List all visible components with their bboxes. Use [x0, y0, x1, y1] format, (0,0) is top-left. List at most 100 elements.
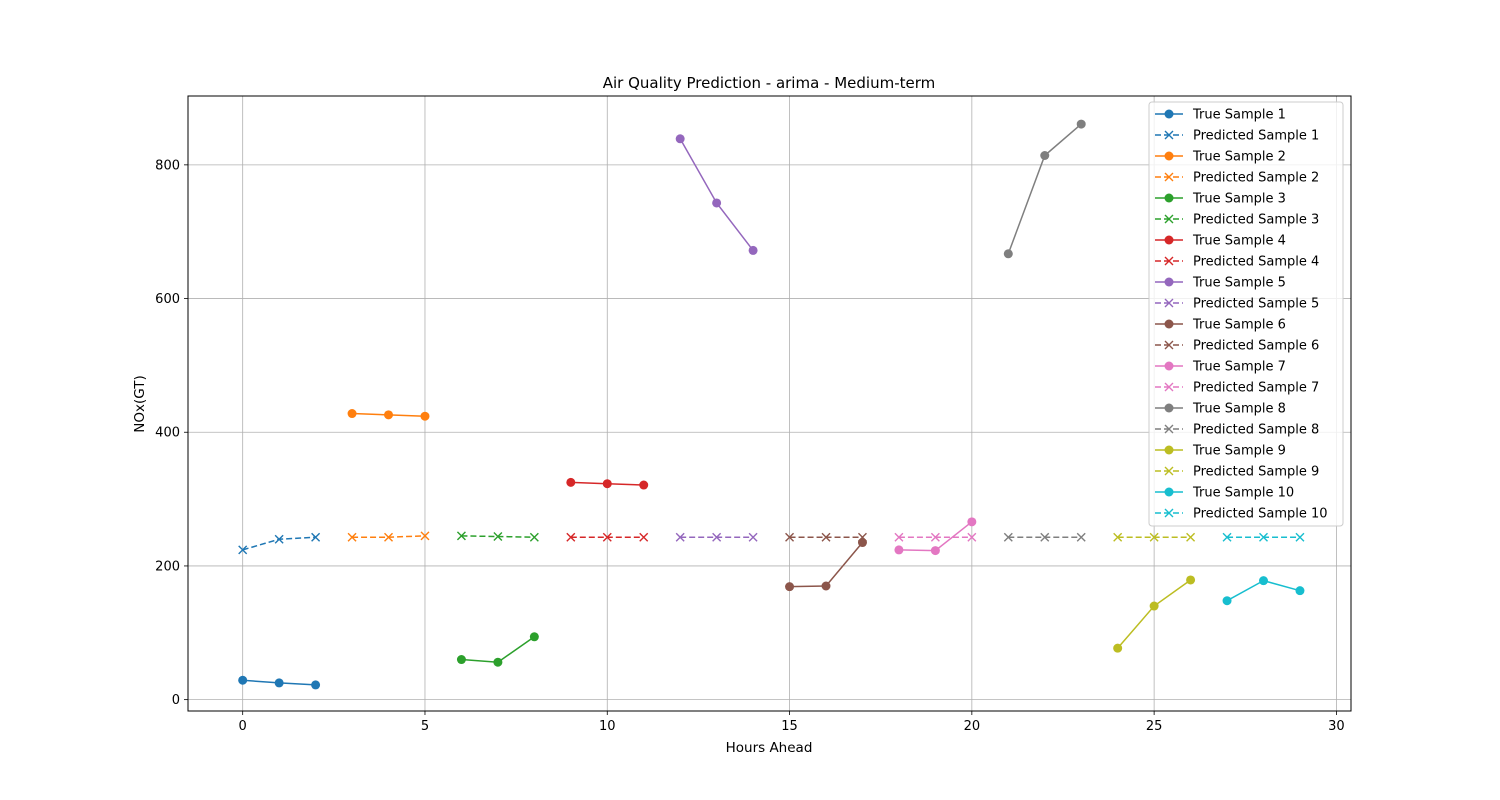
x-marker	[1222, 532, 1232, 542]
legend-marker	[1164, 508, 1174, 518]
legend-item: True Sample 7	[1155, 360, 1286, 375]
legend-item: Predicted Sample 3	[1155, 213, 1319, 228]
legend-item: Predicted Sample 6	[1155, 339, 1319, 354]
legend-marker	[1164, 235, 1174, 245]
x-tick-label: 20	[964, 719, 981, 734]
legend-label: Predicted Sample 2	[1193, 171, 1319, 186]
legend-marker	[1164, 109, 1174, 119]
series-layer	[238, 119, 1305, 690]
series-true-sample-7	[894, 517, 977, 556]
legend-label: Predicted Sample 7	[1193, 381, 1319, 396]
series-true-sample-8	[1003, 119, 1086, 259]
x-marker	[1186, 532, 1196, 542]
series-predicted-sample-7	[894, 532, 977, 542]
legend-item: True Sample 2	[1155, 150, 1286, 165]
x-marker	[1076, 532, 1086, 542]
x-marker	[311, 532, 321, 542]
y-tick-label: 400	[155, 426, 180, 441]
circle-marker	[238, 675, 248, 685]
x-marker	[1295, 532, 1305, 542]
legend-marker	[1164, 172, 1174, 182]
x-marker	[712, 532, 722, 542]
circle-marker	[675, 134, 685, 144]
legend-item: Predicted Sample 5	[1155, 297, 1319, 312]
circle-marker	[347, 409, 357, 419]
circle-marker	[1003, 249, 1013, 259]
x-marker	[602, 532, 612, 542]
y-tick-label: 200	[155, 559, 180, 574]
plot-frame	[187, 95, 1352, 712]
x-marker	[1003, 532, 1013, 542]
x-marker	[566, 532, 576, 542]
x-tick-label: 15	[781, 719, 798, 734]
legend-label: Predicted Sample 6	[1193, 339, 1319, 354]
legend-label: True Sample 5	[1192, 276, 1286, 291]
legend-label: True Sample 10	[1192, 486, 1294, 501]
legend-label: True Sample 9	[1192, 444, 1286, 459]
x-tick-label: 10	[599, 719, 616, 734]
series-predicted-sample-6	[785, 532, 867, 542]
legend-item: True Sample 9	[1155, 444, 1286, 459]
legend-item: Predicted Sample 2	[1155, 171, 1319, 186]
legend-marker	[1164, 445, 1174, 455]
x-axis-label: Hours Ahead	[726, 740, 813, 756]
legend-item: True Sample 6	[1155, 318, 1286, 333]
series-predicted-sample-5	[675, 532, 758, 542]
legend-item: True Sample 8	[1155, 402, 1286, 417]
x-marker	[748, 532, 758, 542]
legend-item: True Sample 5	[1155, 276, 1286, 291]
series-true-sample-1	[238, 675, 321, 690]
legend-marker	[1164, 466, 1174, 476]
circle-marker	[420, 411, 430, 421]
legend-item: Predicted Sample 4	[1155, 255, 1319, 270]
series-predicted-sample-2	[347, 531, 430, 542]
legend-frame	[1148, 101, 1344, 527]
series-predicted-sample-3	[456, 531, 539, 542]
circle-marker	[1295, 586, 1305, 596]
legend-marker	[1164, 424, 1174, 434]
series-predicted-sample-10	[1222, 532, 1305, 542]
x-marker	[967, 532, 977, 542]
x-marker	[1149, 532, 1159, 542]
legend: True Sample 1 Predicted Sample 1 True Samp…	[1148, 101, 1344, 527]
legend-item: True Sample 10	[1155, 486, 1294, 501]
x-marker	[894, 532, 904, 542]
legend-item: Predicted Sample 1	[1155, 129, 1319, 144]
series-true-sample-3	[456, 632, 539, 667]
x-tick-label: 30	[1328, 719, 1345, 734]
legend-label: True Sample 7	[1192, 360, 1286, 375]
x-marker	[456, 531, 466, 541]
x-axis: 0 5 10 15 20 25 30	[239, 711, 1345, 734]
y-axis-label: NOx(GT)	[132, 375, 148, 432]
circle-marker	[1076, 119, 1086, 129]
circle-marker	[384, 410, 394, 420]
legend-marker	[1164, 151, 1174, 161]
y-tick-label: 800	[155, 158, 180, 173]
x-marker	[238, 545, 248, 555]
legend-item: True Sample 3	[1155, 192, 1286, 207]
legend-label: True Sample 1	[1192, 108, 1286, 123]
legend-label: True Sample 6	[1192, 318, 1286, 333]
legend-marker	[1164, 319, 1174, 329]
x-marker	[420, 531, 430, 541]
legend-label: Predicted Sample 1	[1193, 129, 1319, 144]
x-marker	[821, 532, 831, 542]
x-marker	[1113, 532, 1123, 542]
series-true-sample-9	[1113, 575, 1196, 653]
x-marker	[1259, 532, 1268, 542]
circle-marker	[639, 480, 649, 490]
circle-marker	[311, 680, 321, 690]
circle-marker	[748, 245, 758, 255]
legend-item: Predicted Sample 8	[1155, 423, 1319, 438]
x-marker	[785, 532, 795, 542]
series-predicted-sample-1	[238, 532, 321, 555]
legend-marker	[1164, 193, 1174, 203]
legend-marker	[1164, 298, 1174, 308]
x-tick-label: 5	[421, 719, 429, 734]
circle-marker	[821, 581, 831, 591]
circle-marker	[1149, 601, 1159, 611]
x-marker	[274, 534, 284, 544]
circle-marker	[712, 198, 722, 208]
circle-marker	[930, 546, 940, 556]
legend-item: Predicted Sample 7	[1155, 381, 1319, 396]
